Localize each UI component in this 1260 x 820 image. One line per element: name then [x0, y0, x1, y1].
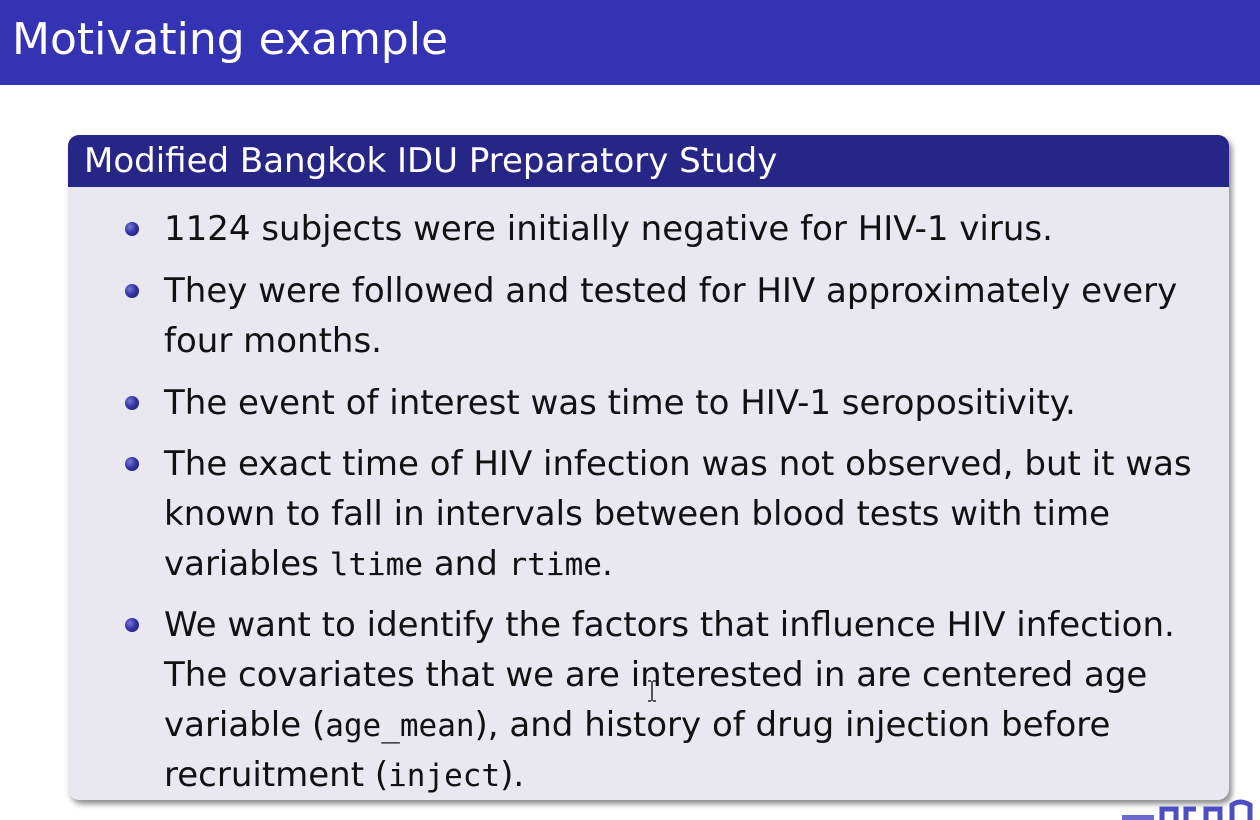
bullet-line: The covariates that we are interested in…	[164, 655, 1148, 695]
code-inject: inject	[388, 758, 501, 794]
text-segment: variable (	[164, 705, 326, 745]
bullet-icon	[125, 396, 139, 410]
block-header: Modified Bangkok IDU Preparatory Study	[68, 135, 1229, 187]
text-segment: recruitment (	[164, 755, 389, 795]
bullet-line: recruitment (inject).	[164, 750, 1214, 800]
study-block: Modified Bangkok IDU Preparatory Study 1…	[68, 135, 1229, 800]
code-age-mean: age_mean	[325, 708, 475, 744]
bullet-icon	[125, 222, 139, 236]
title-bar: Motivating example	[0, 0, 1260, 85]
code-ltime: ltime	[329, 547, 424, 583]
bullet-line: The exact time of HIV infection was not …	[164, 444, 1192, 484]
bullet-line: The event of interest was time to HIV-1 …	[164, 383, 1076, 423]
bullet-line: variable (age_mean), and history of drug…	[164, 700, 1214, 751]
slide-title: Motivating example	[12, 14, 449, 65]
partial-logo-icon	[1122, 799, 1253, 820]
bullet-line: They were followed and tested for HIV ap…	[164, 271, 1178, 311]
bullet-line: We want to identify the factors that inf…	[164, 605, 1175, 645]
text-segment: ), and history of drug injection before	[474, 705, 1111, 745]
text-segment: .	[601, 544, 613, 584]
code-rtime: rtime	[508, 547, 602, 583]
bullet-line: 1124 subjects were initially negative fo…	[164, 209, 1053, 249]
bullet-line: variables ltime and rtime.	[164, 539, 1214, 590]
text-segment: variables	[164, 544, 330, 584]
bullet-icon	[125, 284, 139, 298]
bullet-line: four months.	[164, 321, 382, 361]
block-title: Modified Bangkok IDU Preparatory Study	[84, 141, 778, 181]
text-segment: ).	[500, 755, 525, 795]
bullet-icon	[125, 618, 139, 632]
bullet-line: known to fall in intervals between blood…	[164, 494, 1111, 534]
text-segment: and	[423, 544, 509, 584]
bullet-icon	[125, 457, 139, 471]
text-cursor-icon	[648, 680, 656, 702]
